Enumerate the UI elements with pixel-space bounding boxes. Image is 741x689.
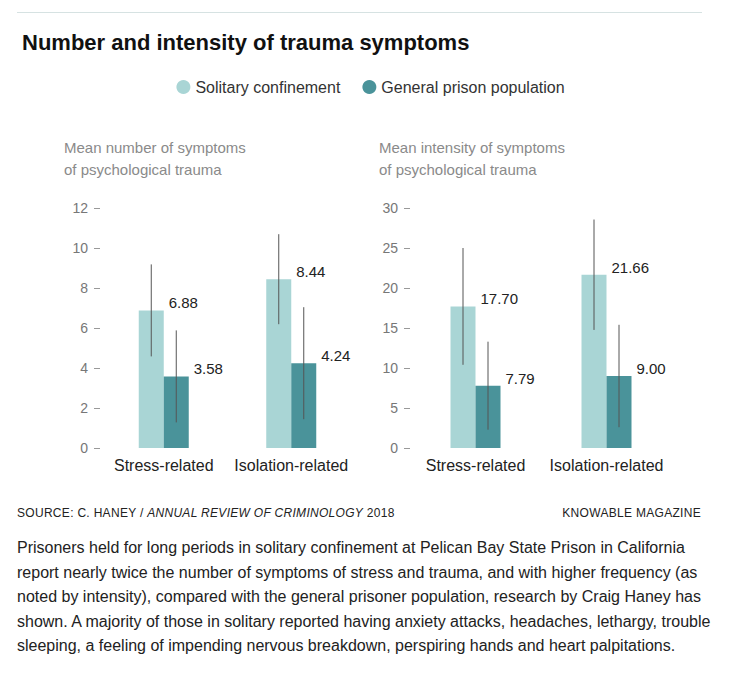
svg-text:6: 6 <box>80 320 88 336</box>
svg-text:4: 4 <box>80 360 88 376</box>
svg-text:20: 20 <box>382 280 398 296</box>
svg-text:Mean number of symptoms: Mean number of symptoms <box>64 139 246 156</box>
svg-text:0: 0 <box>80 440 88 456</box>
svg-text:of psychological trauma: of psychological trauma <box>64 161 222 178</box>
svg-text:Isolation-related: Isolation-related <box>234 457 348 474</box>
html-text:KNOWABLE MAGAZINE: KNOWABLE MAGAZINE <box>562 506 701 520</box>
svg-text:General prison population: General prison population <box>381 79 564 96</box>
svg-text:3.58: 3.58 <box>194 360 223 377</box>
svg-text:Solitary confinement: Solitary confinement <box>195 79 341 96</box>
svg-text:Stress-related: Stress-related <box>114 457 214 474</box>
svg-text:5: 5 <box>390 400 398 416</box>
svg-text:Number and intensity of trauma: Number and intensity of trauma symptoms <box>22 30 469 55</box>
svg-text:Mean intensity of symptoms: Mean intensity of symptoms <box>379 139 565 156</box>
svg-text:Isolation-related: Isolation-related <box>550 457 664 474</box>
html-text:Prisoners held for long period: Prisoners held for long periods in solit… <box>17 539 711 654</box>
svg-text:8.44: 8.44 <box>296 263 325 280</box>
svg-text:4.24: 4.24 <box>321 347 350 364</box>
svg-text:8: 8 <box>80 280 88 296</box>
svg-text:6.88: 6.88 <box>169 294 198 311</box>
svg-text:15: 15 <box>382 320 398 336</box>
svg-text:17.70: 17.70 <box>481 290 519 307</box>
svg-text:Stress-related: Stress-related <box>426 457 526 474</box>
svg-text:2: 2 <box>80 400 88 416</box>
svg-text:10: 10 <box>382 360 398 376</box>
svg-text:25: 25 <box>382 240 398 256</box>
svg-text:9.00: 9.00 <box>637 360 666 377</box>
svg-text:0: 0 <box>390 440 398 456</box>
svg-text:10: 10 <box>72 240 88 256</box>
svg-text:12: 12 <box>72 200 88 216</box>
svg-text:of psychological trauma: of psychological trauma <box>379 161 537 178</box>
svg-text:30: 30 <box>382 200 398 216</box>
svg-text:21.66: 21.66 <box>612 259 650 276</box>
html-text:SOURCE: C. HANEY / ANNUAL REVI: SOURCE: C. HANEY / ANNUAL REVIEW OF CRIM… <box>17 506 395 520</box>
svg-text:7.79: 7.79 <box>506 370 535 387</box>
